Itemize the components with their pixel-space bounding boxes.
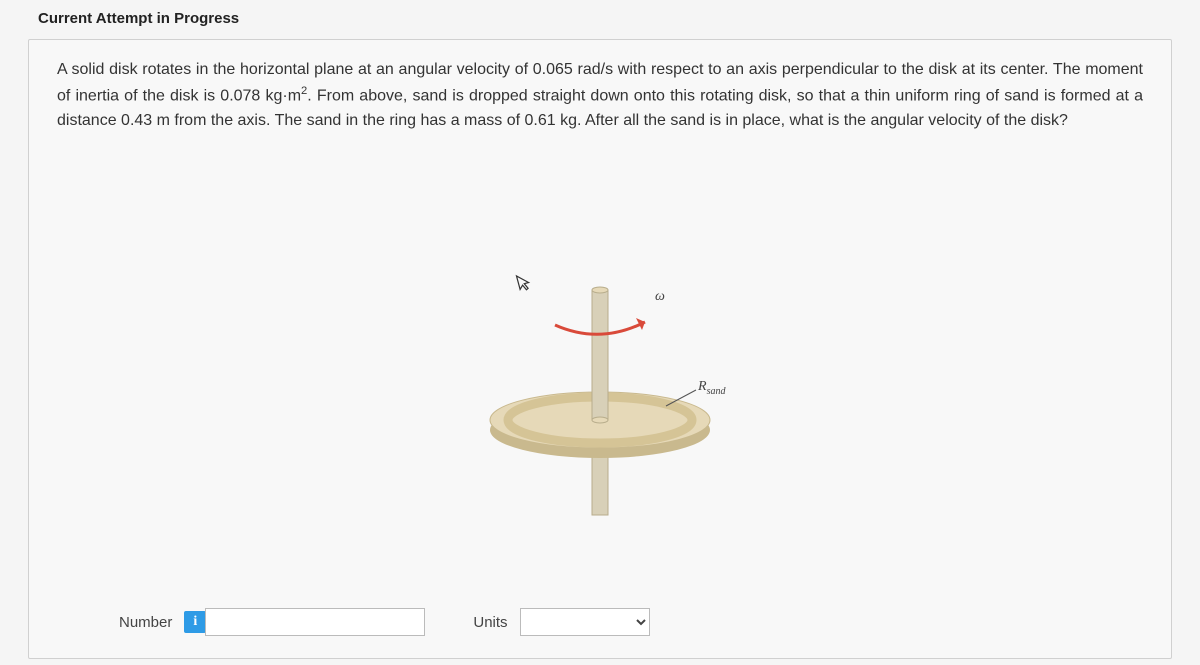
question-container: A solid disk rotates in the horizontal p… xyxy=(28,39,1172,659)
number-label: Number xyxy=(119,614,172,631)
info-icon[interactable]: i xyxy=(184,611,206,633)
number-input[interactable] xyxy=(205,608,425,636)
units-select[interactable] xyxy=(520,608,650,636)
question-text: A solid disk rotates in the horizontal p… xyxy=(57,58,1143,134)
svg-text:Rsand: Rsand xyxy=(697,379,726,397)
disk-diagram: ω Rsand xyxy=(440,230,760,530)
answer-row: Number i Units xyxy=(119,608,650,636)
omega-label: ω xyxy=(655,289,665,304)
r-label-sub: sand xyxy=(707,386,727,397)
r-label-main: R xyxy=(697,379,707,394)
attempt-status: Current Attempt in Progress xyxy=(20,10,1180,39)
units-label: Units xyxy=(473,614,507,631)
figure: ω Rsand xyxy=(29,210,1171,550)
page-root: Current Attempt in Progress A solid disk… xyxy=(0,0,1200,659)
